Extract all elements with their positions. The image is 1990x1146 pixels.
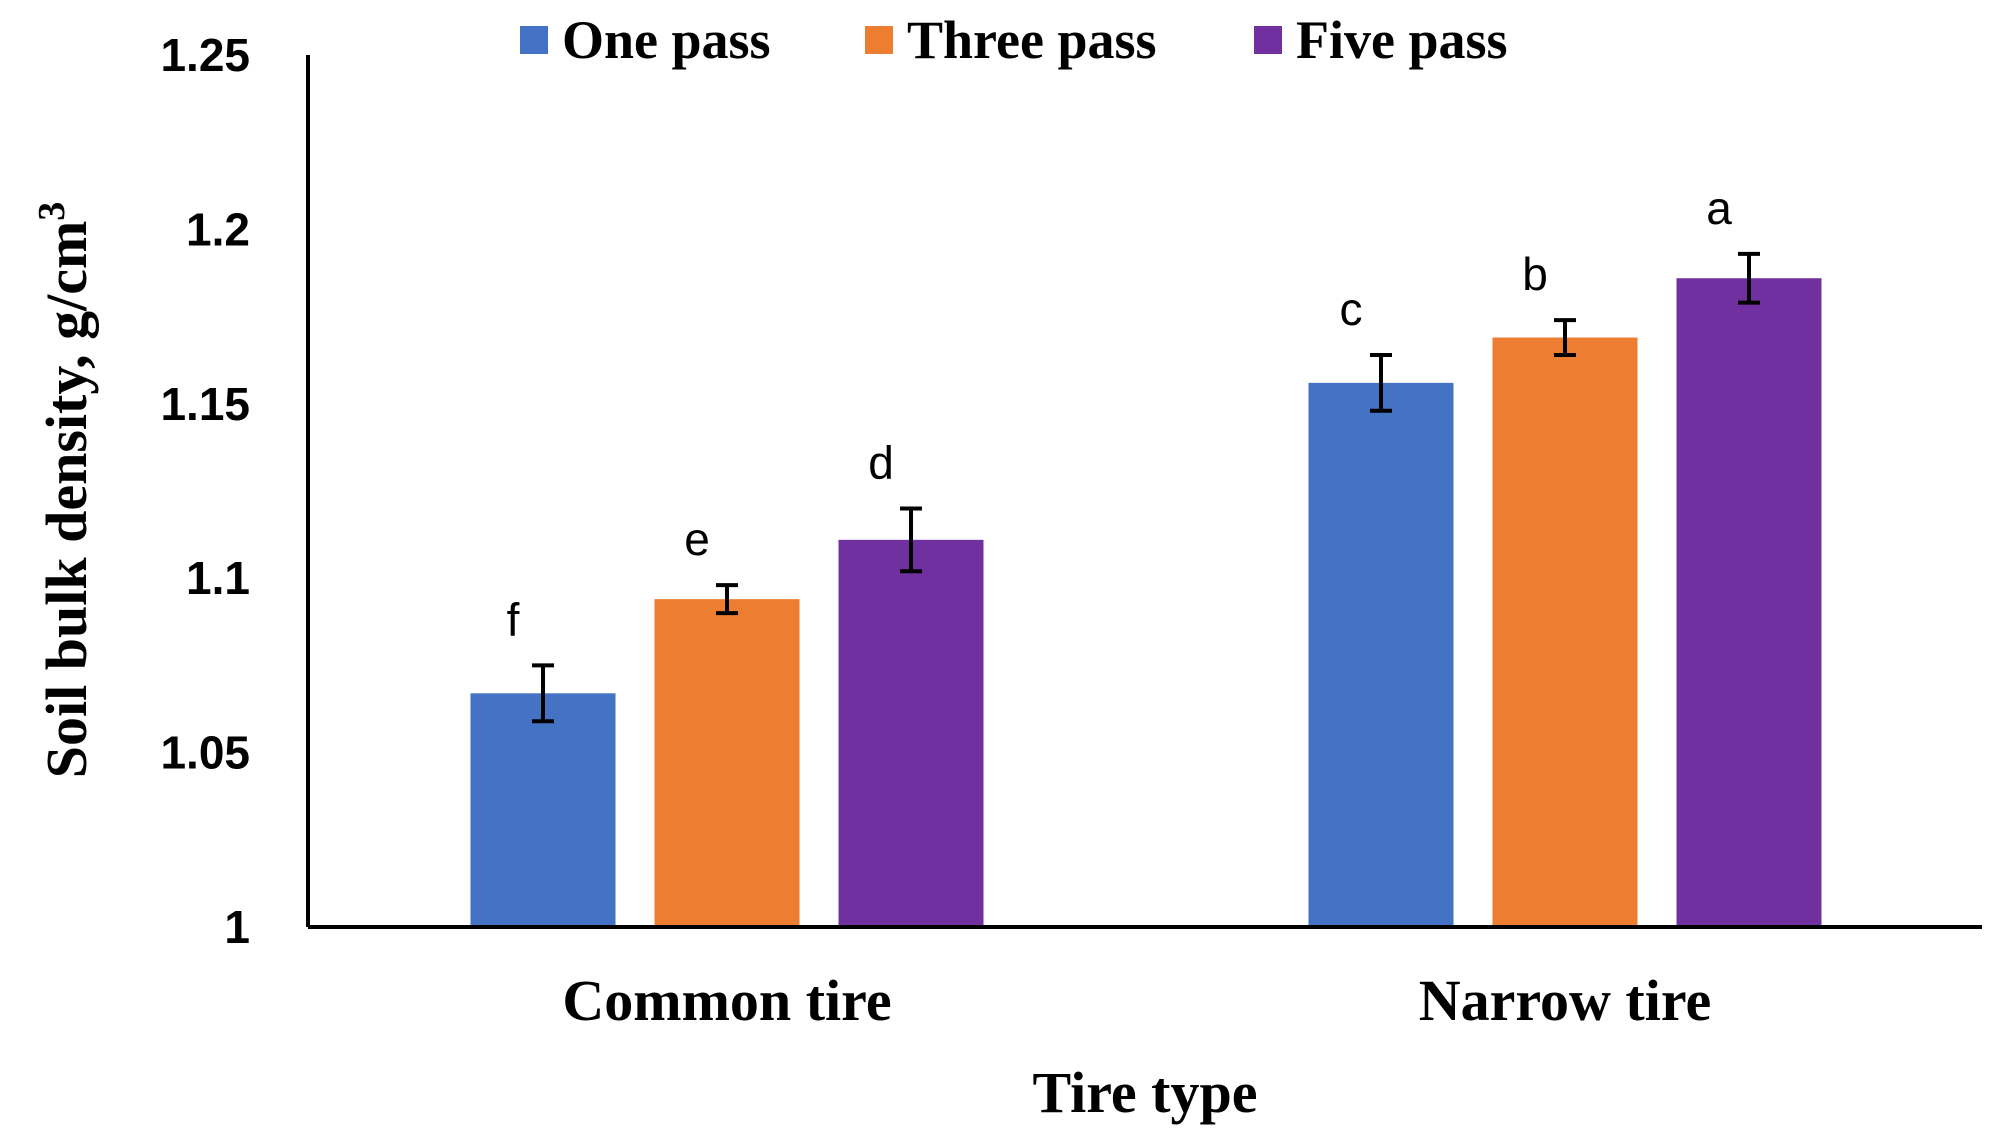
y-axis-title-superscript: 3 — [31, 202, 73, 221]
significance-letter: e — [684, 513, 710, 565]
bar — [470, 693, 616, 927]
error-bar — [900, 506, 922, 574]
legend-item: Five pass — [1254, 10, 1508, 70]
error-bar — [1370, 352, 1392, 413]
significance-letters: f c e b d a — [507, 182, 1733, 646]
x-category-label: Narrow tire — [1419, 968, 1712, 1033]
y-axis-ticks: 1 1.05 1.1 1.15 1.2 1.25 — [160, 29, 250, 953]
x-axis-categories: Common tire Narrow tire — [562, 968, 1711, 1033]
significance-letter: c — [1340, 283, 1363, 335]
bar — [838, 539, 984, 927]
legend-label: One pass — [562, 10, 771, 70]
y-tick-label: 1 — [224, 901, 250, 953]
legend-label: Five pass — [1296, 10, 1508, 70]
legend-label: Three pass — [907, 10, 1157, 70]
legend-item: One pass — [520, 10, 771, 70]
bar — [1492, 337, 1638, 927]
y-tick-label: 1.2 — [186, 203, 250, 255]
error-bar — [532, 663, 554, 724]
x-category-label: Common tire — [562, 968, 891, 1033]
bar — [654, 599, 800, 927]
y-axis-title-main: Soil bulk density, g/cm — [34, 221, 99, 779]
y-tick-label: 1.25 — [160, 29, 250, 81]
significance-letter: a — [1706, 182, 1732, 234]
error-bar — [1554, 318, 1576, 357]
bar — [1676, 278, 1822, 927]
y-axis-title: Soil bulk density, g/cm3 — [31, 202, 99, 779]
x-axis-title: Tire type — [1032, 1060, 1257, 1125]
error-bar — [1738, 251, 1760, 305]
bars — [470, 278, 1822, 927]
legend: One pass Three pass Five pass — [520, 10, 1508, 70]
y-tick-label: 1.15 — [160, 378, 250, 430]
significance-letter: f — [507, 593, 520, 645]
error-bars — [532, 251, 1760, 724]
y-tick-label: 1.05 — [160, 727, 250, 779]
significance-letter: b — [1522, 248, 1548, 300]
error-bar — [716, 583, 738, 616]
legend-swatch — [520, 26, 548, 54]
legend-swatch — [1254, 26, 1282, 54]
legend-swatch — [865, 26, 893, 54]
y-tick-label: 1.1 — [186, 552, 250, 604]
legend-item: Three pass — [865, 10, 1157, 70]
bar — [1308, 382, 1454, 927]
significance-letter: d — [868, 436, 894, 488]
